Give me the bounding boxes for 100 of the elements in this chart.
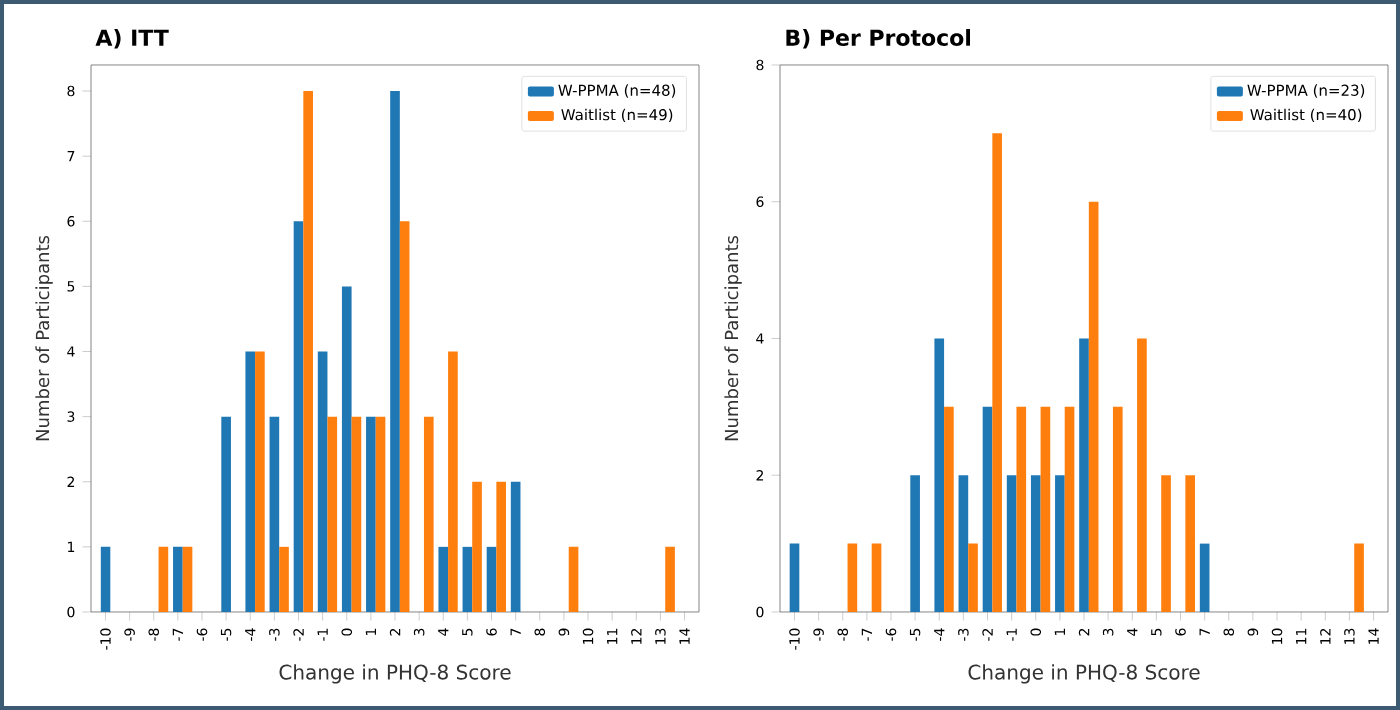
x-tick-label: -3 xyxy=(958,628,969,641)
bar xyxy=(1040,406,1051,612)
bar xyxy=(1112,406,1123,612)
bar xyxy=(293,221,304,612)
x-tick-label: 5 xyxy=(1151,628,1162,636)
x-tick-label: -2 xyxy=(293,628,304,641)
bar xyxy=(1016,406,1027,612)
legend-label: W-PPMA (n=23) xyxy=(1247,84,1365,98)
bar xyxy=(173,546,183,612)
bar xyxy=(1088,201,1099,612)
chart-title: B) Per Protocol xyxy=(786,28,970,49)
x-tick-label: 3 xyxy=(1102,628,1114,636)
x-tick-label: 12 xyxy=(631,629,642,644)
x-tick-label: 12 xyxy=(1320,629,1331,644)
bar xyxy=(327,416,338,612)
bar xyxy=(182,546,193,612)
x-tick-label: 6 xyxy=(1175,628,1186,636)
bar xyxy=(375,416,386,612)
x-axis-title: Change in PHQ-8 Score xyxy=(279,664,511,684)
x-tick-label: -2 xyxy=(982,628,993,641)
y-tick-label: 6 xyxy=(67,215,75,227)
y-tick-label: 0 xyxy=(67,606,75,618)
x-tick-label: 4 xyxy=(438,628,449,636)
x-tick-label: -9 xyxy=(124,628,135,641)
bar xyxy=(871,543,882,612)
bar xyxy=(100,546,111,612)
x-tick-label: 7 xyxy=(510,628,521,636)
y-tick-label: 3 xyxy=(67,411,75,422)
bar xyxy=(390,91,400,612)
x-tick-label: -5 xyxy=(909,628,921,641)
y-tick-label: 4 xyxy=(756,333,764,344)
bar xyxy=(472,481,482,612)
bar xyxy=(1199,543,1210,612)
bar xyxy=(317,351,328,612)
x-tick-label: -6 xyxy=(196,628,208,641)
bar xyxy=(1030,475,1041,612)
bar xyxy=(958,475,969,612)
x-tick-label: 2 xyxy=(389,629,401,636)
bar xyxy=(1055,475,1065,612)
x-tick-label: 2 xyxy=(1078,629,1090,636)
x-tick-label: -10 xyxy=(100,628,111,650)
bar xyxy=(789,543,800,612)
x-tick-label: -8 xyxy=(148,628,160,641)
bar xyxy=(1064,406,1075,612)
x-tick-label: 9 xyxy=(1247,628,1259,636)
x-tick-label: 10 xyxy=(1271,628,1283,644)
bar xyxy=(568,546,579,612)
bar xyxy=(269,416,280,612)
x-tick-label: -8 xyxy=(837,628,849,641)
x-tick-label: 0 xyxy=(1030,628,1042,636)
bar xyxy=(1137,338,1147,612)
bar xyxy=(486,546,497,612)
x-tick-label: -9 xyxy=(813,628,824,641)
bar xyxy=(399,221,410,612)
chart-title: A) ITT xyxy=(95,29,169,49)
x-tick-label: 14 xyxy=(679,628,690,644)
x-tick-label: 4 xyxy=(1127,628,1138,636)
x-tick-label: 13 xyxy=(1344,628,1355,644)
x-tick-label: -7 xyxy=(172,628,183,641)
y-axis-title: Number of Participants xyxy=(35,235,53,441)
x-tick-label: 9 xyxy=(558,628,570,636)
bar xyxy=(351,416,362,612)
bar xyxy=(1185,475,1195,612)
x-tick-label: 8 xyxy=(534,628,546,636)
x-tick-label: 0 xyxy=(341,628,353,636)
bar xyxy=(665,546,675,612)
legend-label: W-PPMA (n=48) xyxy=(558,84,676,98)
bar xyxy=(255,351,265,612)
bar xyxy=(1354,543,1364,612)
bar xyxy=(279,546,289,612)
bar xyxy=(992,133,1002,612)
x-tick-label: 1 xyxy=(365,628,376,635)
x-tick-label: 8 xyxy=(1223,628,1235,636)
bar xyxy=(1006,475,1017,612)
legend-label: Waitlist (n=40) xyxy=(1250,108,1362,123)
bar xyxy=(221,416,231,612)
bar xyxy=(910,475,920,612)
x-axis-title: Change in PHQ-8 Score xyxy=(968,664,1200,684)
x-tick-label: 13 xyxy=(655,628,666,644)
x-tick-label: 11 xyxy=(607,628,618,644)
x-tick-label: 6 xyxy=(486,628,497,636)
legend-label: Waitlist (n=49) xyxy=(561,108,673,123)
x-tick-label: -5 xyxy=(220,628,232,641)
x-tick-label: 10 xyxy=(582,628,594,644)
x-tick-label: -7 xyxy=(861,628,872,641)
x-tick-label: 14 xyxy=(1368,628,1379,644)
bar xyxy=(934,338,945,612)
bar xyxy=(438,546,449,612)
bar xyxy=(1079,338,1089,612)
bar xyxy=(968,543,978,612)
x-tick-label: 7 xyxy=(1199,628,1210,636)
y-tick-label: 2 xyxy=(67,476,74,487)
x-tick-label: 3 xyxy=(413,628,425,636)
bar xyxy=(366,416,376,612)
bar xyxy=(303,91,313,612)
y-tick-label: 8 xyxy=(756,59,764,71)
x-tick-label: -4 xyxy=(934,628,945,641)
y-axis-title: Number of Participants xyxy=(724,235,742,441)
y-tick-label: 0 xyxy=(756,606,764,618)
bar xyxy=(462,546,473,612)
